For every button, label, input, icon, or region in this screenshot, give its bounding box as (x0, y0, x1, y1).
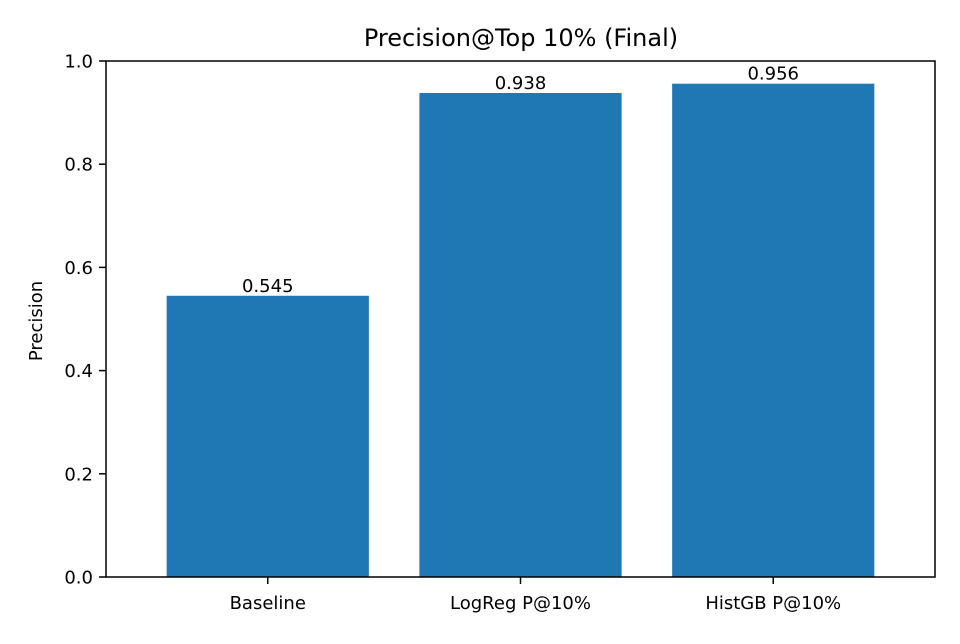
bars-group (166, 83, 875, 577)
y-tick-label: 0.2 (64, 464, 93, 485)
bar-value-label: 0.956 (747, 64, 799, 85)
y-tick-label: 0.4 (64, 361, 93, 382)
y-axis: 0.0 0.2 0.4 0.6 0.8 1.0 (64, 52, 106, 589)
x-tick-label: Baseline (230, 593, 306, 614)
value-labels-group: 0.545 0.938 0.956 (242, 64, 799, 297)
bar-logreg-p-10 (419, 92, 622, 577)
bar-baseline (166, 295, 369, 577)
y-tick-label: 0.8 (64, 155, 93, 176)
x-axis: Baseline LogReg P@10% HistGB P@10% (230, 577, 841, 614)
bar-histgb-p-10 (672, 83, 875, 577)
y-tick-label: 0.0 (64, 568, 93, 589)
x-tick-label: HistGB P@10% (705, 593, 841, 614)
x-tick-label: LogReg P@10% (450, 593, 591, 614)
y-tick-label: 0.6 (64, 258, 93, 279)
y-axis-label: Precision (26, 281, 47, 361)
chart-title: Precision@Top 10% (Final) (364, 24, 678, 52)
plot-frame (105, 60, 936, 578)
bar-value-label: 0.545 (242, 276, 294, 297)
bar-value-label: 0.938 (495, 73, 547, 94)
y-tick-label: 1.0 (64, 52, 93, 73)
